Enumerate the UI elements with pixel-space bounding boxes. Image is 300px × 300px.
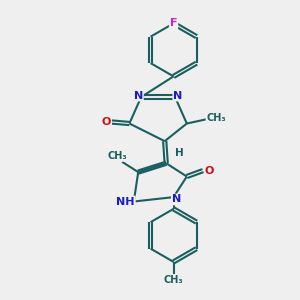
Text: H: H: [175, 148, 184, 158]
Text: CH₃: CH₃: [164, 275, 183, 285]
Text: NH: NH: [116, 196, 135, 206]
Text: CH₃: CH₃: [108, 151, 127, 161]
Text: N: N: [134, 91, 143, 100]
Text: O: O: [102, 117, 111, 127]
Text: CH₃: CH₃: [206, 112, 226, 123]
Text: N: N: [173, 91, 183, 100]
Text: F: F: [170, 18, 177, 28]
Text: O: O: [205, 166, 214, 176]
Text: N: N: [172, 194, 181, 205]
